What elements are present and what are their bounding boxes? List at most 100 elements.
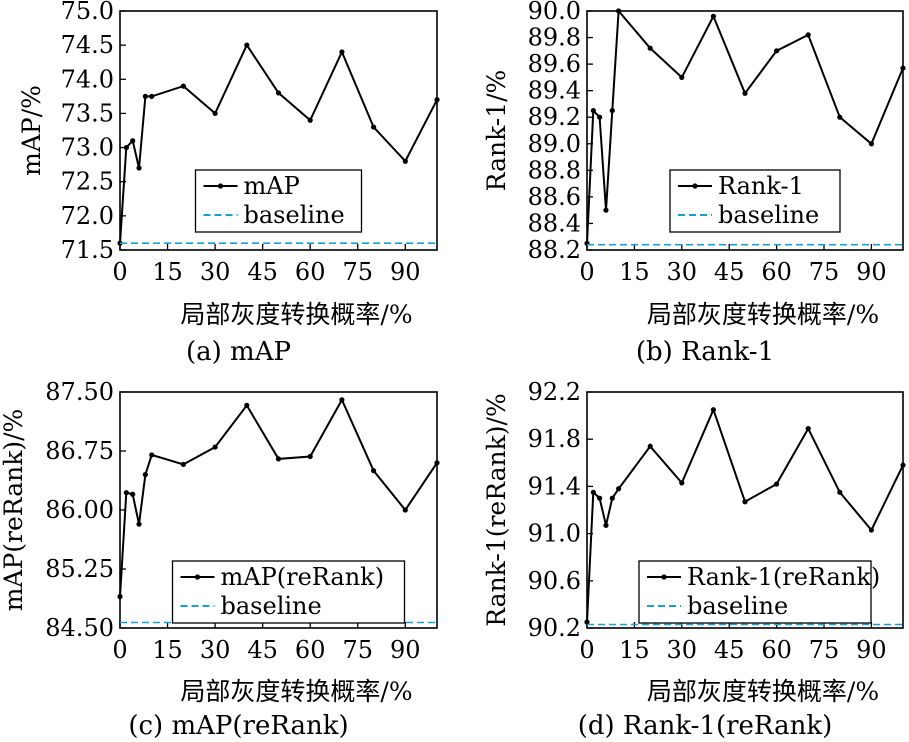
x-tick-label: 15 — [152, 258, 183, 286]
y-tick-label: 90.2 — [528, 614, 581, 642]
data-point — [805, 425, 811, 432]
legend-entry-0: mAP(reRank) — [221, 563, 385, 591]
chart-panel-1: 0 15 30 45 60 75 9088.288.488.688.889.089.289.… — [482, 0, 906, 367]
y-tick-label: 89.4 — [528, 77, 581, 105]
y-tick-label: 88.4 — [528, 209, 581, 237]
data-point — [609, 495, 615, 501]
data-point — [710, 13, 717, 19]
x-tick-label: 75 — [342, 636, 373, 664]
chart-panel-0: 0 15 30 45 60 75 90 71.5 72.0 72.5 73.0 73.5 74.0 74.… — [17, 0, 440, 367]
legend-box — [194, 169, 363, 233]
data-point — [149, 93, 155, 99]
data-point — [590, 107, 596, 114]
legend-marker — [217, 183, 224, 189]
data-point — [307, 453, 313, 460]
y-tick-label: 90.0 — [528, 0, 581, 25]
legend-marker — [661, 574, 667, 580]
data-point — [339, 49, 345, 55]
data-point — [679, 74, 685, 80]
data-point — [130, 491, 136, 497]
data-point — [742, 90, 748, 96]
panel-caption: (c) mAP(reRank) — [128, 711, 348, 741]
y-tick-label: 91.8 — [528, 425, 581, 453]
y-tick-label: 72.0 — [61, 202, 114, 230]
legend-entry-0: Rank-1(reRank) — [687, 563, 880, 591]
data-point — [900, 65, 906, 71]
y-axis-label: mAP/% — [17, 85, 46, 176]
legend-marker — [194, 574, 201, 580]
x-tick-label: 90 — [390, 258, 421, 286]
y-tick-label: 89.2 — [528, 103, 581, 131]
y-tick-label: 88.6 — [528, 183, 581, 211]
data-point — [837, 114, 843, 120]
data-point — [742, 499, 748, 505]
x-tick-label: 75 — [809, 636, 840, 664]
x-tick-label: 0 — [112, 258, 127, 286]
x-tick-label: 60 — [761, 258, 792, 286]
data-point — [597, 114, 603, 120]
data-point — [142, 93, 148, 99]
data-point — [868, 141, 875, 147]
x-axis-label: 局部灰度转换概率/% — [180, 300, 412, 329]
y-tick-label: 89.0 — [528, 130, 581, 158]
data-point — [402, 158, 408, 164]
data-point — [679, 480, 685, 486]
y-axis-label: Rank-1/% — [482, 70, 511, 192]
data-point — [142, 472, 148, 478]
y-tick-label: 92.2 — [528, 378, 581, 406]
data-point — [868, 527, 875, 533]
chart-panel-3: 0 15 30 45 60 75 90 90.2 90.6 91.0 91.4 91.8 92.2 局部灰… — [482, 378, 906, 741]
y-tick-label: 88.2 — [528, 236, 581, 264]
x-tick-label: 90 — [856, 636, 887, 664]
x-tick-label: 75 — [809, 258, 840, 286]
data-point — [609, 107, 615, 114]
x-tick-label: 60 — [295, 258, 326, 286]
x-axis-label: 局部灰度转换概率/% — [647, 300, 879, 329]
data-point — [837, 489, 843, 495]
data-point — [275, 90, 282, 96]
legend-box — [171, 560, 406, 624]
x-tick-label: 45 — [247, 258, 278, 286]
data-point — [774, 481, 780, 487]
legend-entry-1: baseline — [221, 592, 322, 620]
x-tick-label: 15 — [619, 636, 650, 664]
data-point — [244, 402, 250, 408]
data-point — [212, 110, 218, 117]
data-point — [307, 117, 313, 123]
data-point — [180, 83, 186, 89]
plot-frame — [586, 10, 904, 251]
y-tick-label: 86.00 — [45, 496, 114, 524]
y-tick-label: 74.5 — [61, 31, 114, 59]
x-tick-label: 15 — [152, 636, 183, 664]
x-tick-label: 90 — [390, 636, 421, 664]
x-tick-label: 60 — [295, 636, 326, 664]
y-tick-label: 74.0 — [61, 65, 114, 93]
x-tick-label: 60 — [761, 636, 792, 664]
data-point — [434, 460, 440, 466]
y-tick-label: 75.0 — [61, 0, 114, 25]
data-point — [123, 144, 129, 151]
x-tick-label: 45 — [714, 258, 745, 286]
data-point — [371, 468, 377, 474]
data-point — [371, 124, 377, 130]
data-point — [603, 207, 609, 213]
panel-caption: (d) Rank-1(reRank) — [578, 711, 833, 741]
data-point — [590, 489, 596, 495]
legend-box — [669, 169, 841, 233]
x-tick-label: 45 — [247, 636, 278, 664]
data-point — [434, 97, 440, 103]
data-point — [584, 619, 590, 625]
data-point — [647, 45, 653, 51]
y-tick-label: 89.8 — [528, 24, 581, 52]
x-tick-label: 0 — [579, 258, 594, 286]
data-point — [244, 42, 250, 48]
data-point — [597, 495, 603, 501]
x-tick-label: 30 — [667, 636, 698, 664]
y-axis-label: Rank-1(reRank)/% — [482, 393, 511, 626]
data-point — [136, 521, 142, 527]
legend-entry-1: baseline — [244, 201, 345, 229]
x-tick-label: 45 — [714, 636, 745, 664]
y-axis-label: mAP(reRank)/% — [0, 409, 28, 612]
x-axis-label: 局部灰度转换概率/% — [180, 677, 412, 706]
